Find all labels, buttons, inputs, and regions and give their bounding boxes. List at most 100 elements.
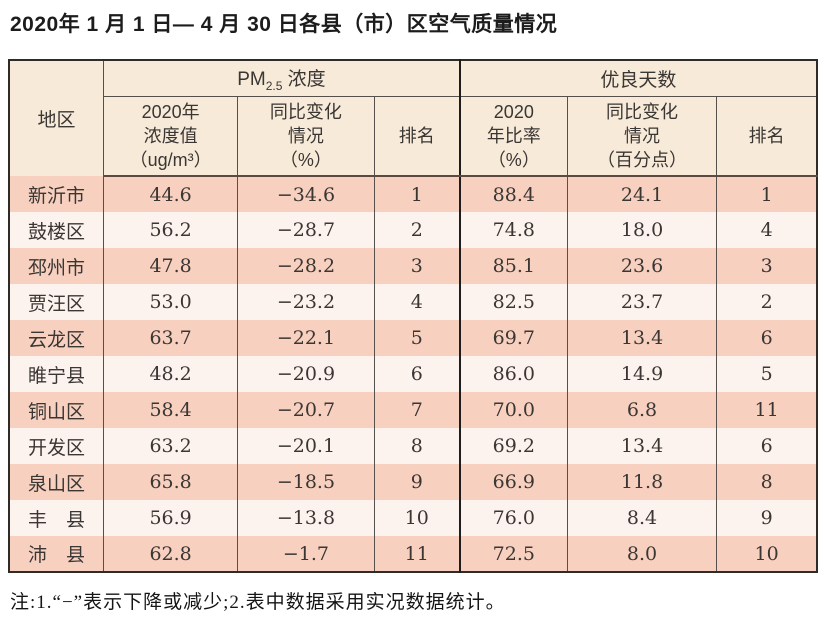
cell-pm-value: 62.8 [103,536,239,572]
cell-region: 泉山区 [9,464,105,500]
cell-ratio-change: 24.1 [567,176,718,212]
cell-pm-rank: 1 [374,176,461,212]
cell-ratio-rank: 3 [716,248,817,284]
table-row: 云龙区 63.7 −22.1 5 69.7 13.4 6 [9,320,817,356]
cell-pm-value: 63.2 [103,428,239,464]
table-row: 沛 县 62.8 −1.7 11 72.5 8.0 10 [9,536,817,572]
header-pm-value: 2020年 浓度值 （ug/m³） [103,96,239,177]
cell-ratio-change: 14.9 [567,356,718,392]
cell-ratio-rank: 2 [716,284,817,320]
cell-ratio-change: 23.7 [567,284,718,320]
cell-ratio-change: 18.0 [567,212,718,248]
cell-ratio-value: 72.5 [459,536,568,572]
header-group-good-days: 优良天数 [459,60,817,97]
cell-ratio-change: 8.4 [567,500,718,536]
header-pm-rank: 排名 [374,96,461,177]
page-title: 2020年 1 月 1 日— 4 月 30 日各县（市）区空气质量情况 [10,13,558,36]
cell-region: 新沂市 [9,176,105,212]
cell-pm-rank: 2 [374,212,461,248]
cell-pm-rank: 9 [374,464,461,500]
cell-pm-value: 63.7 [103,320,239,356]
cell-pm-change: −28.2 [237,248,375,284]
cell-ratio-rank: 10 [716,536,817,572]
footnote: 注:1.“−”表示下降或减少;2.表中数据采用实况数据统计。 [10,592,506,613]
cell-ratio-rank: 9 [716,500,817,536]
group-header-row: 地区 PM2.5 浓度 优良天数 [9,60,817,176]
cell-pm-value: 53.0 [103,284,239,320]
cell-ratio-value: 69.2 [459,428,568,464]
cell-pm-change: −28.7 [237,212,375,248]
cell-pm-rank: 5 [374,320,461,356]
cell-pm-value: 58.4 [103,392,239,428]
cell-pm-change: −23.2 [237,284,375,320]
cell-ratio-value: 66.9 [459,464,568,500]
cell-pm-rank: 7 [374,392,461,428]
table-row: 贾汪区 53.0 −23.2 4 82.5 23.7 2 [9,284,817,320]
cell-pm-value: 44.6 [103,176,239,212]
pm25-label-rest: 浓度 [282,68,326,90]
table-row: 邳州市 47.8 −28.2 3 85.1 23.6 3 [9,248,817,284]
cell-region: 云龙区 [9,320,105,356]
table-row: 开发区 63.2 −20.1 8 69.2 13.4 6 [9,428,817,464]
cell-pm-value: 65.8 [103,464,239,500]
cell-region: 睢宁县 [9,356,105,392]
cell-pm-change: −1.7 [237,536,375,572]
cell-ratio-value: 88.4 [459,176,568,212]
cell-pm-rank: 6 [374,356,461,392]
cell-ratio-value: 74.8 [459,212,568,248]
cell-pm-value: 56.2 [103,212,239,248]
header-ratio-value: 2020 年比率 （%） [459,96,568,177]
pm25-label: PM [237,68,266,90]
cell-pm-value: 56.9 [103,500,239,536]
table-header: 地区 PM2.5 浓度 优良天数 2020年 浓度值 （ug/m³） 同比变化 … [9,60,817,177]
table-row: 睢宁县 48.2 −20.9 6 86.0 14.9 5 [9,356,817,392]
cell-pm-change: −20.7 [237,392,375,428]
air-quality-table: 地区 PM2.5 浓度 优良天数 2020年 浓度值 （ug/m³） 同比变化 … [8,59,818,573]
cell-ratio-change: 13.4 [567,428,718,464]
cell-ratio-rank: 4 [716,212,817,248]
header-region: 地区 [9,60,105,176]
table-row: 新沂市 44.6 −34.6 1 88.4 24.1 1 [9,176,817,212]
cell-ratio-rank: 11 [716,392,817,428]
table-row: 丰 县 56.9 −13.8 10 76.0 8.4 9 [9,500,817,536]
cell-pm-rank: 11 [374,536,461,572]
cell-ratio-value: 69.7 [459,320,568,356]
table-row: 铜山区 58.4 −20.7 7 70.0 6.8 11 [9,392,817,428]
cell-pm-change: −22.1 [237,320,375,356]
header-ratio-change: 同比变化 情况 （百分点） [567,96,718,177]
cell-pm-change: −20.9 [237,356,375,392]
cell-pm-change: −18.5 [237,464,375,500]
cell-ratio-change: 8.0 [567,536,718,572]
sub-header-row: 2020年 浓度值 （ug/m³） 同比变化 情况 （%） 排名 2020 年比… [9,96,817,177]
cell-pm-change: −13.8 [237,500,375,536]
cell-ratio-value: 82.5 [459,284,568,320]
cell-pm-value: 47.8 [103,248,239,284]
header-pm-change: 同比变化 情况 （%） [237,96,375,177]
cell-region: 鼓楼区 [9,212,105,248]
cell-ratio-rank: 8 [716,464,817,500]
pm25-subscript: 2.5 [265,78,283,93]
cell-pm-rank: 10 [374,500,461,536]
cell-region: 丰 县 [9,500,105,536]
header-ratio-rank: 排名 [716,96,817,177]
cell-region: 开发区 [9,428,105,464]
cell-ratio-rank: 1 [716,176,817,212]
cell-region: 沛 县 [9,536,105,572]
cell-pm-rank: 8 [374,428,461,464]
cell-region: 铜山区 [9,392,105,428]
cell-ratio-value: 70.0 [459,392,568,428]
cell-region: 邳州市 [9,248,105,284]
cell-ratio-value: 86.0 [459,356,568,392]
cell-pm-change: −34.6 [237,176,375,212]
cell-ratio-change: 11.8 [567,464,718,500]
cell-ratio-change: 13.4 [567,320,718,356]
cell-ratio-value: 76.0 [459,500,568,536]
cell-pm-value: 48.2 [103,356,239,392]
cell-pm-rank: 4 [374,284,461,320]
table-body: 新沂市 44.6 −34.6 1 88.4 24.1 1 鼓楼区 56.2 −28.7 2 74.8 1… [9,176,817,572]
cell-region: 贾汪区 [9,284,105,320]
cell-pm-rank: 3 [374,248,461,284]
cell-ratio-rank: 5 [716,356,817,392]
cell-ratio-rank: 6 [716,428,817,464]
header-group-pm25: PM2.5 浓度 [103,60,461,97]
